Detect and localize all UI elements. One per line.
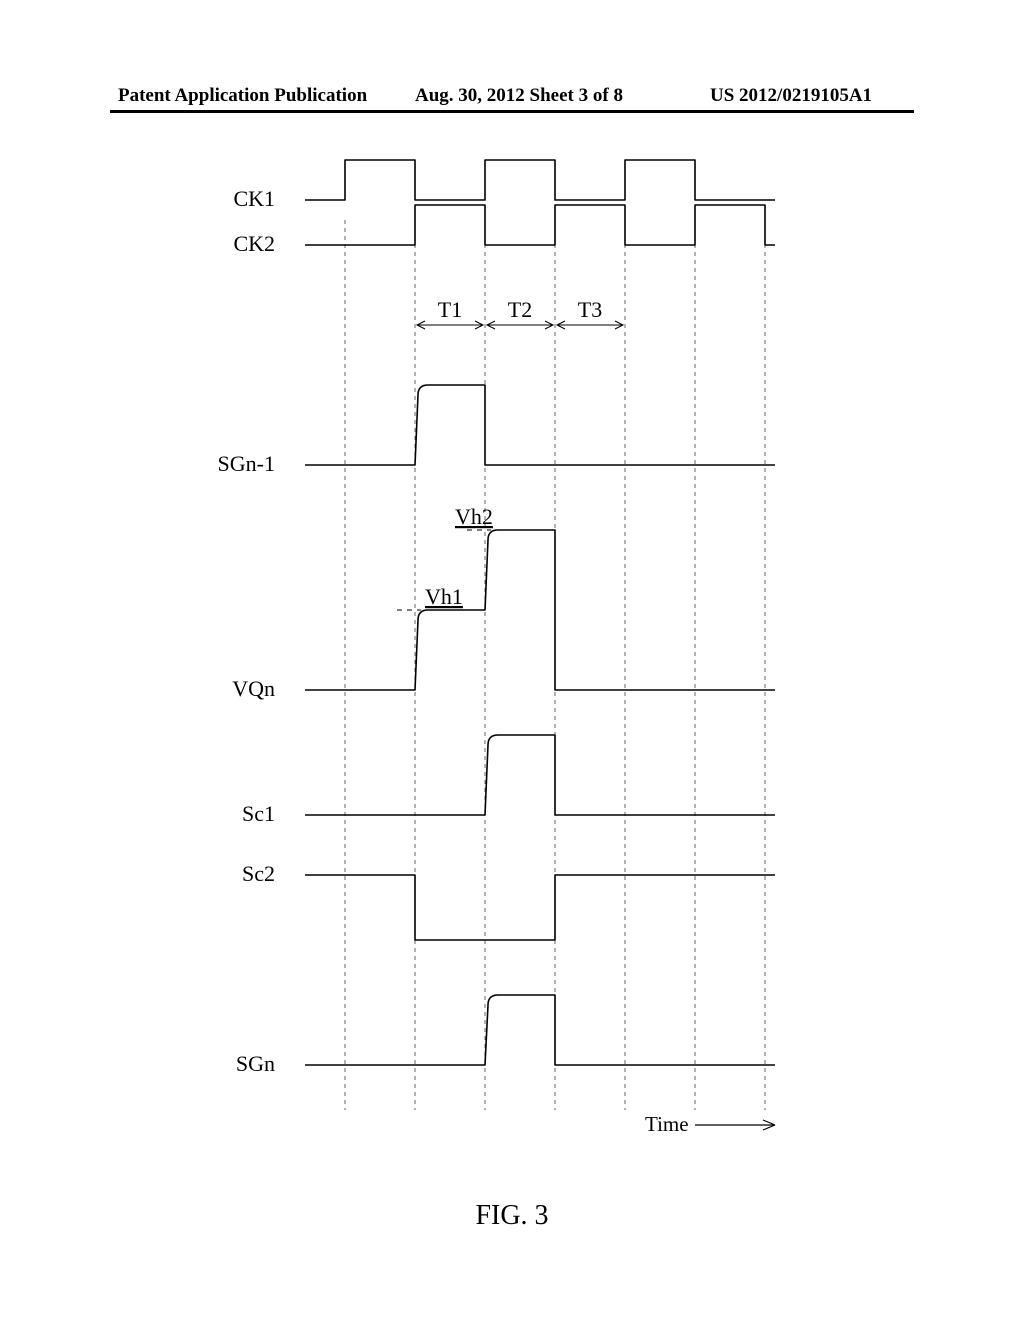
header-mid: Aug. 30, 2012 Sheet 3 of 8	[415, 85, 623, 107]
svg-text:CK1: CK1	[233, 186, 275, 211]
svg-text:T2: T2	[508, 297, 532, 322]
svg-text:Vh2: Vh2	[455, 504, 493, 529]
page-container: Patent Application Publication Aug. 30, …	[0, 0, 1024, 1320]
svg-text:T1: T1	[438, 297, 462, 322]
svg-text:Time: Time	[645, 1112, 689, 1136]
svg-text:VQn: VQn	[232, 676, 275, 701]
svg-text:CK2: CK2	[233, 231, 275, 256]
header-left: Patent Application Publication	[118, 85, 367, 107]
svg-text:SGn-1: SGn-1	[218, 451, 275, 476]
header-rule	[110, 110, 914, 113]
header-right: US 2012/0219105A1	[710, 85, 872, 107]
svg-text:SGn: SGn	[236, 1051, 275, 1076]
svg-text:T3: T3	[578, 297, 602, 322]
timing-diagram: T1 T2 T3 Time CK1 CK2 SGn-1 VQn Vh2 Vh1 Sc1 Sc2 SGn	[175, 150, 855, 1150]
svg-text:Sc1: Sc1	[242, 801, 275, 826]
svg-text:Vh1: Vh1	[425, 584, 463, 609]
figure-label: FIG. 3	[0, 1200, 1024, 1232]
diagram-svg: T1 T2 T3 Time CK1 CK2 SGn-1 VQn Vh2 Vh1 Sc1 Sc2 SGn	[175, 150, 855, 1150]
svg-text:Sc2: Sc2	[242, 861, 275, 886]
